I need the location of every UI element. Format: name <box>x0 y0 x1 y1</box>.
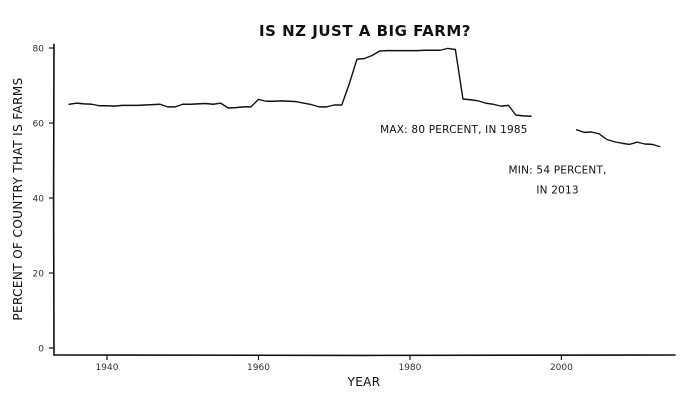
x-axis-label: YEAR <box>346 375 380 389</box>
y-axis-label: PERCENT OF COUNTRY THAT IS FARMS <box>11 77 25 320</box>
annotation-text: IN 2013 <box>536 185 578 197</box>
y-tick-label: 40 <box>33 195 45 205</box>
x-tick-label: 2000 <box>550 363 573 373</box>
annotation-text: MAX: 80 PERCENT, IN 1985 <box>380 124 527 136</box>
series-line-segment <box>68 47 532 117</box>
x-tick-label: 1960 <box>247 363 270 373</box>
plot-area: 0 20 40 60 80 1940 1960 1980 2000 MAX: 80 PERCENT… <box>33 43 676 373</box>
x-tick-label: 1940 <box>96 363 119 373</box>
series-line-segment <box>575 129 661 148</box>
y-tick-label: 60 <box>33 120 45 130</box>
annotation-text: MIN: 54 PERCENT, <box>509 165 607 177</box>
x-tick-label: 1980 <box>398 363 421 373</box>
y-tick-label: 0 <box>38 345 44 355</box>
chart-title: IS NZ JUST A BIG FARM? <box>259 22 471 40</box>
y-tick-label: 80 <box>33 45 45 55</box>
y-tick-label: 20 <box>33 270 45 280</box>
